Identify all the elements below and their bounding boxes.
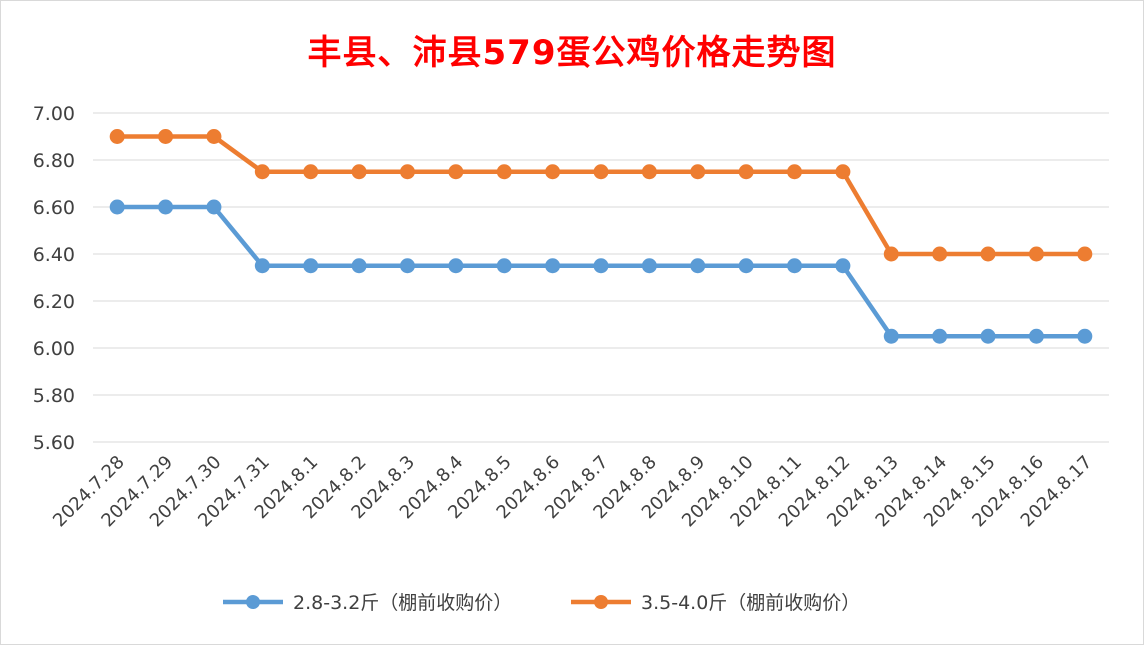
series-2-point [883, 246, 899, 262]
series-2-point [545, 164, 561, 180]
series-1-point [496, 258, 512, 274]
series-1-point [399, 258, 415, 274]
y-tick-label: 6.60 [33, 197, 75, 219]
series-2-point [1077, 246, 1093, 262]
series-1-point [787, 258, 803, 274]
series-1-point [206, 199, 222, 215]
series-1-point [835, 258, 851, 274]
y-tick-label: 6.20 [33, 291, 75, 313]
series-2-point [351, 164, 367, 180]
chart-title: 丰县、沛县579蛋公鸡价格走势图 [307, 33, 837, 73]
series-1-point [883, 328, 899, 344]
series-2-point [980, 246, 996, 262]
y-tick-label: 5.80 [33, 385, 75, 407]
legend-label-1: 2.8-3.2斤（棚前收购价） [293, 592, 512, 614]
series-2-point [303, 164, 319, 180]
y-tick-label: 6.80 [33, 150, 75, 172]
series-2-point [1028, 246, 1044, 262]
y-tick-label: 6.00 [33, 338, 75, 360]
series-1-point [351, 258, 367, 274]
series-2-point [787, 164, 803, 180]
series-1-point [303, 258, 319, 274]
legend-marker-2 [594, 595, 608, 609]
y-tick-label: 7.00 [33, 103, 75, 125]
series-2-point [932, 246, 948, 262]
series-2-point [690, 164, 706, 180]
series-2-point [399, 164, 415, 180]
series-2-point [738, 164, 754, 180]
series-line-2 [114, 134, 1088, 257]
series-1-point [980, 328, 996, 344]
series-1-point [1077, 328, 1093, 344]
series-2-point [206, 129, 222, 144]
series-1-point [448, 258, 464, 274]
series-2-point [835, 164, 851, 180]
series-1-point [641, 258, 657, 274]
series-1-point [593, 258, 609, 274]
y-tick-label: 5.60 [33, 432, 75, 454]
series-2-point [254, 164, 270, 180]
legend-marker-1 [246, 595, 260, 609]
series-2-point [158, 129, 174, 144]
series-1-point [1028, 328, 1044, 344]
series-2-point [448, 164, 464, 180]
series-1-point [545, 258, 561, 274]
y-tick-label: 6.40 [33, 244, 75, 266]
series-2-point [109, 129, 125, 144]
series-2-point [496, 164, 512, 180]
series-2-point [593, 164, 609, 180]
series-1-point [254, 258, 270, 274]
series-2-point [641, 164, 657, 180]
series-1-point [158, 199, 174, 215]
series-1-point [109, 199, 125, 215]
legend-label-2: 3.5-4.0斤（棚前收购价） [641, 592, 860, 614]
series-1-point [690, 258, 706, 274]
series-1-point [738, 258, 754, 274]
series-1-point [932, 328, 948, 344]
